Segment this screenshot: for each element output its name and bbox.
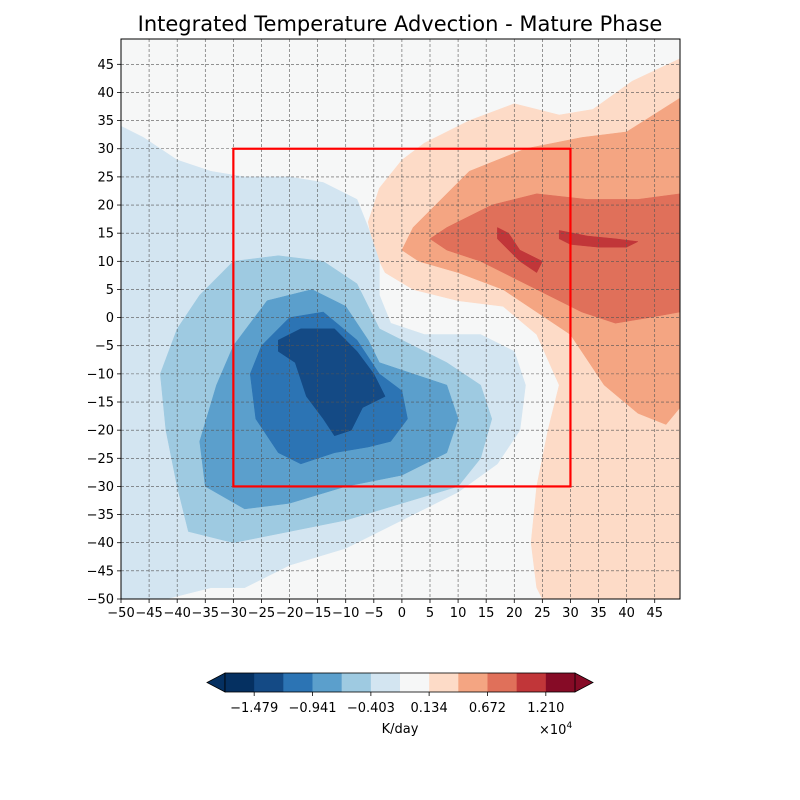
y-tick-label: 0 — [106, 311, 114, 326]
colorbar-tick-label: −1.479 — [230, 701, 278, 716]
colorbar-tick-label: 1.210 — [527, 701, 564, 716]
x-tick-label: 5 — [426, 606, 434, 621]
y-tick-label: −15 — [87, 396, 114, 411]
colorbar-swatch — [458, 673, 488, 692]
y-tick-label: −5 — [95, 339, 114, 354]
y-tick-label: 25 — [97, 170, 114, 185]
x-axis-ticks: −50 −45 −40 −35 −30 −25 −20 −15 −10 −5 0 5 10 15 20 25 3… — [107, 599, 663, 621]
x-tick-label: 35 — [590, 606, 607, 621]
x-tick-label: −40 — [163, 606, 190, 621]
colorbar-frame — [224, 672, 576, 693]
x-tick-label: 25 — [534, 606, 551, 621]
colorbar-swatch — [545, 673, 576, 692]
x-tick-label: −20 — [276, 606, 303, 621]
x-tick-label: −50 — [107, 606, 134, 621]
y-tick-label: 5 — [106, 283, 114, 298]
chart-title: Integrated Temperature Advection - Matur… — [138, 12, 663, 36]
x-tick-label: 20 — [506, 606, 523, 621]
colorbar-swatch — [254, 673, 284, 692]
colorbar-swatch — [516, 673, 547, 692]
plot-area: −50 −45 −40 −35 −30 −25 −20 −15 −10 −5 0 5 10 15 20 25 3… — [87, 38, 681, 621]
plot-frame — [120, 38, 681, 600]
y-tick-label: −30 — [87, 480, 114, 495]
warm-core-level-4b — [558, 230, 639, 248]
y-tick-label: 45 — [97, 58, 114, 73]
colorbar-extend-low — [206, 672, 226, 693]
colorbar-swatch — [429, 673, 459, 692]
colorbar-tick-label: 0.672 — [469, 701, 506, 716]
colorbar-tick-label: −0.941 — [288, 701, 336, 716]
colorbar-swatch — [312, 673, 343, 692]
x-tick-label: −30 — [220, 606, 247, 621]
colorbar-multiplier: ×104 — [539, 721, 572, 738]
y-tick-label: −50 — [87, 593, 114, 608]
x-tick-label: 30 — [562, 606, 579, 621]
colorbar-swatch — [341, 673, 372, 692]
x-tick-label: 10 — [450, 606, 467, 621]
y-tick-label: 40 — [97, 86, 114, 101]
warm-plume-level-3 — [429, 193, 680, 324]
colorbar-swatch — [400, 673, 430, 692]
colorbar-label: K/day — [382, 722, 419, 737]
x-tick-label: 0 — [398, 606, 406, 621]
x-tick-label: −15 — [304, 606, 331, 621]
analysis-box-layer — [232, 147, 572, 488]
colorbar-multiplier-exponent: 4 — [566, 721, 572, 731]
y-tick-label: 10 — [97, 255, 114, 270]
colorbar-swatch — [487, 673, 518, 692]
x-tick-label: 40 — [618, 606, 635, 621]
y-tick-label: 35 — [97, 114, 114, 129]
grid-lines — [121, 39, 680, 599]
y-tick-label: −20 — [87, 424, 114, 439]
x-tick-label: −25 — [248, 606, 275, 621]
y-tick-label: 15 — [97, 227, 114, 242]
y-tick-label: −45 — [87, 564, 114, 579]
colorbar-extend-high — [574, 672, 594, 693]
y-axis-ticks: −50−45−40−35−30−25−20−15−10−505101520253… — [87, 58, 121, 608]
y-tick-label: −25 — [87, 452, 114, 467]
y-tick-label: −10 — [87, 367, 114, 382]
x-tick-label: −5 — [364, 606, 383, 621]
colorbar-tick-label: 0.134 — [411, 701, 448, 716]
analysis-box — [232, 147, 572, 488]
colorbar-swatch — [283, 673, 313, 692]
x-tick-label: −35 — [192, 606, 219, 621]
cold-pool-level-5 — [278, 328, 386, 437]
x-tick-label: 45 — [646, 606, 663, 621]
colorbar: −1.479 −0.941 −0.403 0.134 0.672 1.210 — [206, 672, 594, 716]
colorbar-swatch — [225, 673, 255, 692]
y-tick-label: −35 — [87, 508, 114, 523]
contour-fill-layer — [121, 58, 680, 599]
colorbar-swatch — [370, 673, 401, 692]
colorbar-multiplier-base: ×10 — [539, 723, 566, 738]
x-tick-label: 15 — [478, 606, 495, 621]
x-tick-label: −10 — [332, 606, 359, 621]
y-tick-label: 20 — [97, 199, 114, 214]
y-tick-label: −40 — [87, 536, 114, 551]
y-tick-label: 30 — [97, 142, 114, 157]
x-tick-label: −45 — [135, 606, 162, 621]
colorbar-tick-label: −0.403 — [347, 701, 395, 716]
